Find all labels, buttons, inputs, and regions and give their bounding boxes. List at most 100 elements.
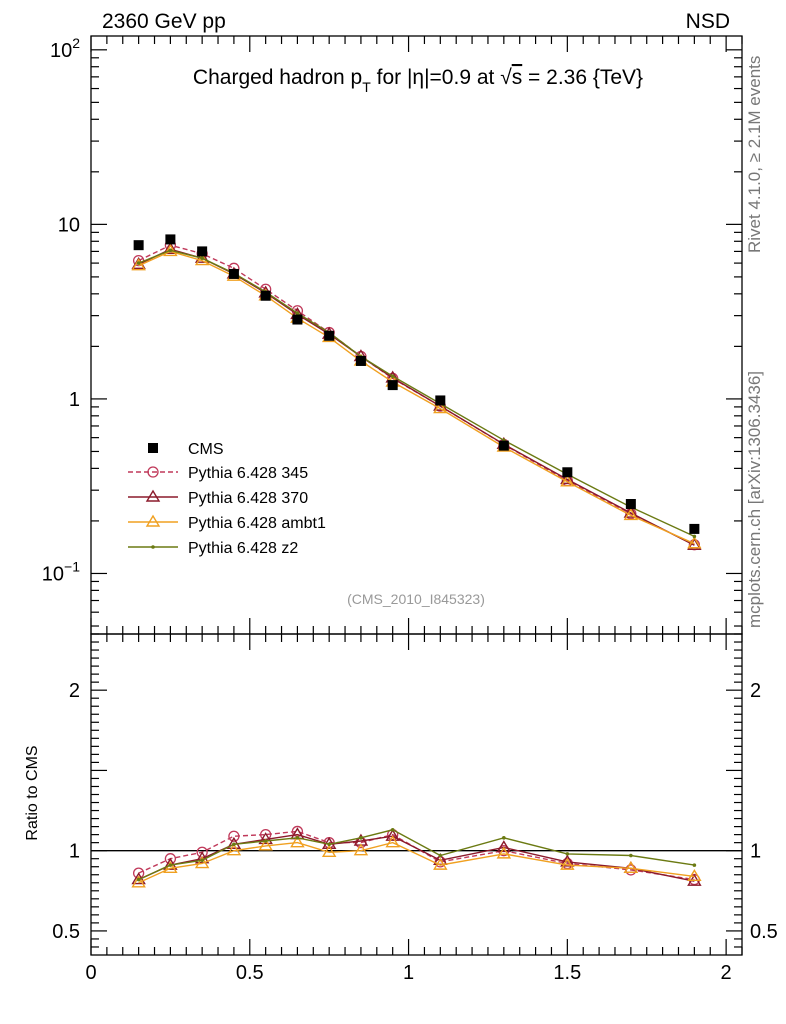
legend-symbol-pythia-z2 (128, 545, 178, 549)
main-cms-point (689, 523, 700, 534)
ratio-pythia-z2-point (502, 836, 506, 840)
main-pythia-z2-point (390, 374, 395, 378)
ratio-pythia-z2-point (200, 858, 204, 863)
x-tick-label: 0.5 (236, 962, 264, 984)
main-ytick-base: 10 (42, 563, 64, 585)
main-cms-point (324, 330, 335, 341)
main-pythia-z2-point (200, 256, 204, 261)
main-cms-point (133, 240, 144, 251)
main-cms-point (562, 467, 573, 478)
ratio-pythia-ambt1-point (496, 846, 512, 859)
x-tick-label: 2 (721, 962, 732, 984)
ratio-pythia-370-point (194, 851, 210, 864)
ratio-series-group (131, 825, 702, 888)
legend-label-pythia-370: Pythia 6.428 370 (188, 490, 308, 507)
analysis-label: (CMS_2010_I845323) (347, 591, 485, 607)
ratio-pythia-z2-point (295, 836, 300, 840)
ratio-ylabel: Ratio to CMS (24, 745, 41, 840)
ratio-pythia-z2-point (390, 828, 395, 832)
main-cms-point (228, 268, 239, 279)
main-ytick-exponent: −1 (64, 558, 80, 574)
main-pythia-370-point (163, 241, 178, 254)
legend-label-pythia-345: Pythia 6.428 345 (188, 465, 308, 482)
main-cms-point (292, 314, 303, 325)
side-label-rivet: Rivet 4.1.0, ≥ 2.1M events (745, 56, 764, 253)
ratio-ytick-label: 1 (69, 841, 80, 863)
ratio-pythia-z2-point (327, 842, 331, 847)
legend-symbol-cms (148, 443, 158, 453)
ratio-pythia-ambt1-point (623, 860, 639, 874)
ratio-pythia-z2-point (438, 853, 443, 858)
ratio-pythia-370-point (560, 854, 575, 867)
main-ytick-label: 102 (50, 35, 80, 62)
main-ytick-exponent: 2 (72, 35, 80, 51)
ratio-pythia-370-point (496, 840, 512, 853)
main-ytick-label: 10−1 (42, 558, 80, 585)
ratio-pythia-ambt1-point (290, 835, 305, 848)
legend-marker-pythia-z2 (151, 545, 155, 549)
main-pythia-370-point (687, 537, 702, 551)
ratio-pythia-ambt1-point (321, 844, 337, 857)
ratio-pythia-ambt1-point (560, 857, 575, 870)
ratio-panel-frame (90, 633, 743, 956)
main-cms-point (498, 440, 509, 451)
ratio-pythia-ambt1-point (226, 843, 242, 856)
ratio-ytick-label: 2 (69, 680, 80, 702)
main-cms-point (355, 355, 366, 366)
ratio-pythia-z2-point (359, 836, 363, 840)
main-axis-ticks: 102 10 1 10−1 (42, 35, 742, 627)
ratio-pythia-370-line (138, 833, 695, 882)
ratio-pythia-ambt1-point (385, 835, 400, 848)
main-pythia-370-point (623, 505, 639, 518)
ratio-pythia-ambt1-point (163, 860, 178, 874)
main-pythia-ambt1-point (687, 536, 702, 549)
main-pythia-ambt1-point (560, 474, 575, 487)
ratio-pythia-ambt1-point (687, 868, 702, 882)
ratio-pythia-370-point (258, 832, 273, 845)
legend-label-cms: CMS (188, 441, 224, 458)
ratio-pythia-ambt1-point (194, 856, 210, 869)
ratio-pythia-ambt1-point (131, 875, 146, 888)
ratio-pythia-ambt1-line (138, 841, 695, 884)
main-cms-point (197, 246, 208, 257)
main-pythia-z2-point (136, 261, 141, 265)
main-cms-point (387, 380, 398, 391)
chart-title: Charged hadron pT for |η|=0.9 at √s = 2.… (193, 66, 643, 95)
ratio-pythia-z2-point (136, 877, 141, 882)
main-cms-point (165, 234, 176, 245)
ratio-pythia-z2-point (263, 839, 268, 843)
header-right: NSD (686, 10, 730, 33)
main-pythia-z2-point (168, 248, 173, 253)
main-cms-point (625, 499, 636, 510)
x-axis-ticks: 0 0.5 1 1.5 2 (85, 36, 743, 984)
header-left: 2360 GeV pp (102, 10, 226, 33)
ratio-pythia-ambt1-point (433, 857, 448, 870)
ratio-pythia-ambt1-point (258, 838, 273, 851)
ratio-pythia-z2-point (168, 863, 173, 867)
ratio-ytick-label-right: 1 (750, 841, 761, 863)
ratio-axis-ticks: 0.5 0.5 1 1 2 2 (52, 633, 778, 948)
ratio-pythia-370-point (433, 852, 448, 866)
ratio-pythia-345-point (228, 830, 240, 842)
ratio-pythia-z2-point (565, 852, 570, 856)
legend-label-pythia-z2: Pythia 6.428 z2 (188, 540, 298, 557)
main-cms-point (260, 290, 271, 301)
main-ytick-label: 1 (69, 389, 80, 411)
legend-marker-pythia-345 (147, 466, 159, 478)
legend-marker-pythia-370 (145, 489, 161, 502)
ratio-pythia-z2-line (138, 829, 695, 881)
ratio-pythia-370-point (226, 836, 242, 849)
main-pythia-ambt1-point (433, 401, 448, 414)
main-pythia-ambt1-point (131, 258, 146, 271)
legend-symbol-pythia-ambt1 (128, 514, 178, 527)
legend-label-pythia-ambt1: Pythia 6.428 ambt1 (188, 515, 326, 532)
ratio-pythia-z2-point (629, 853, 633, 858)
ratio-ytick-label-right: 2 (750, 680, 761, 702)
legend-marker-cms (148, 443, 158, 453)
x-tick-label: 0 (85, 962, 96, 984)
main-pythia-z2-point (295, 311, 300, 315)
main-series-group (131, 234, 702, 551)
main-cms-point (435, 395, 446, 406)
legend: CMS Pythia 6.428 345 Pythia 6.428 370 Py… (128, 441, 326, 557)
